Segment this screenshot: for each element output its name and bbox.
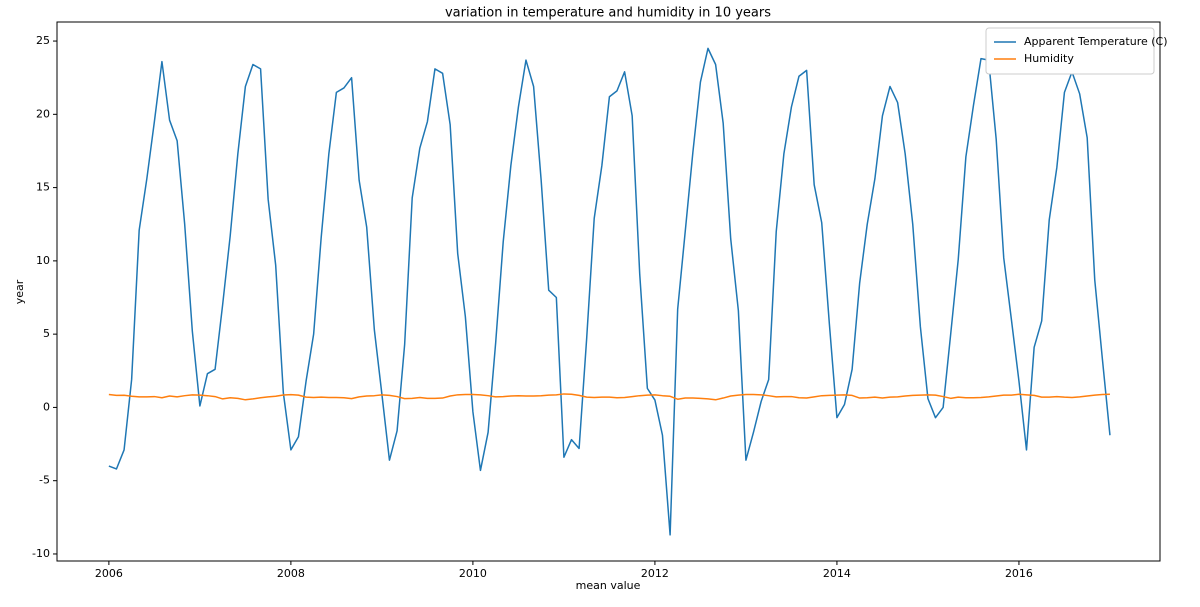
x-axis-label: mean value xyxy=(576,579,641,592)
y-tick-label: -5 xyxy=(39,474,50,487)
y-tick-label: 15 xyxy=(36,181,50,194)
x-tick-label: 2010 xyxy=(459,567,487,580)
x-tick-label: 2006 xyxy=(95,567,123,580)
legend-box xyxy=(985,27,1155,75)
plot-frame xyxy=(56,21,1161,562)
x-tick-label: 2014 xyxy=(823,567,851,580)
y-tick-label: 10 xyxy=(36,254,50,267)
y-tick-label: 5 xyxy=(43,327,50,340)
x-tick-label: 2016 xyxy=(1005,567,1033,580)
legend-label: Humidity xyxy=(1024,52,1074,65)
y-tick-label: 25 xyxy=(36,34,50,47)
y-axis-label: year xyxy=(13,279,26,304)
chart-title: variation in temperature and humidity in… xyxy=(445,6,771,21)
y-tick-label: -10 xyxy=(32,547,50,560)
legend-label: Apparent Temperature (C) xyxy=(1024,35,1168,48)
series-line xyxy=(108,47,1111,536)
y-tick-label: 20 xyxy=(36,107,50,120)
series-line xyxy=(108,393,1110,401)
y-tick-label: 0 xyxy=(43,400,50,413)
x-tick-label: 2008 xyxy=(277,567,305,580)
x-tick-label: 2012 xyxy=(641,567,669,580)
